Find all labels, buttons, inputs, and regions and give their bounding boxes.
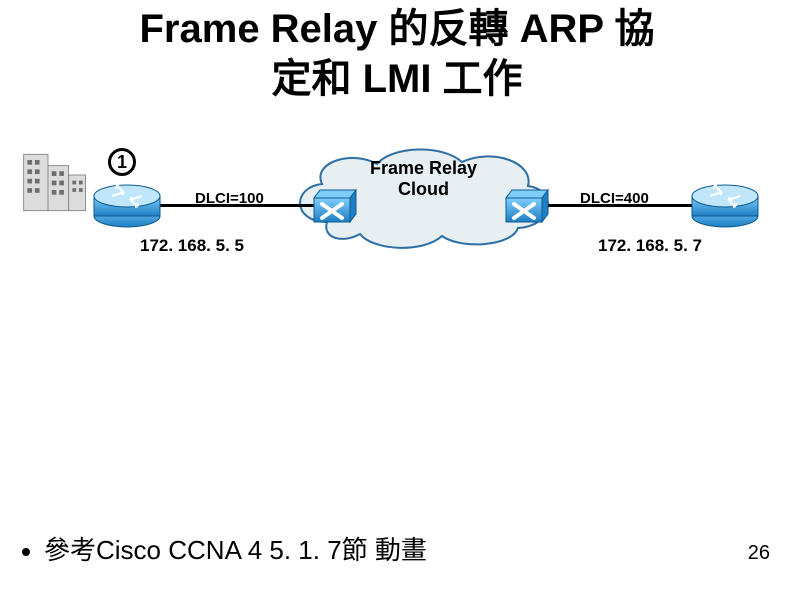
fr-switch-right-icon: [502, 186, 550, 231]
footer-note: 參考Cisco CCNA 4 5. 1. 7節 動畫: [22, 530, 427, 567]
cloud-label-line1: Frame Relay: [370, 158, 477, 179]
step-marker: 1: [108, 148, 136, 176]
diagram-area: 1 Frame Relay Cloud: [0, 0, 794, 400]
dlci-left-label: DLCI=100: [195, 190, 264, 207]
router-right-icon: [690, 182, 760, 228]
bullet-icon: [22, 548, 30, 556]
fr-switch-left-icon: [310, 186, 358, 231]
building-icon: [18, 145, 93, 220]
cloud-label: Frame Relay Cloud: [370, 158, 477, 200]
router-left-icon: [92, 182, 162, 228]
dlci-right-label: DLCI=400: [580, 190, 649, 207]
page-number: 26: [748, 542, 770, 565]
cloud-label-line2: Cloud: [370, 179, 477, 200]
footer-text: 參考Cisco CCNA 4 5. 1. 7節 動畫: [44, 535, 427, 565]
step-number: 1: [117, 152, 127, 173]
ip-left-label: 172. 168. 5. 5: [140, 236, 244, 256]
ip-right-label: 172. 168. 5. 7: [598, 236, 702, 256]
